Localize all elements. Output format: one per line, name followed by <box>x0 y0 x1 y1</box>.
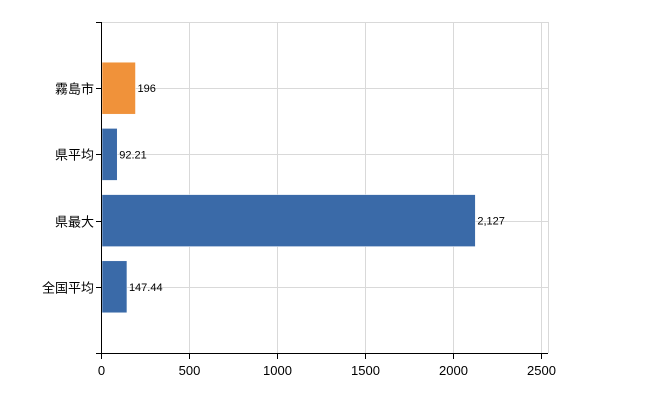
data-label-2: 2,127 <box>477 216 505 228</box>
x-tick-label-1: 500 <box>179 363 201 378</box>
axes <box>96 22 548 359</box>
bar-2 <box>101 194 476 247</box>
data-label-0: 196 <box>137 83 155 95</box>
category-label-3: 全国平均 <box>42 281 94 297</box>
x-tick-label-0: 0 <box>98 363 105 378</box>
category-label-1: 県平均 <box>55 149 94 164</box>
bar-0 <box>101 61 136 115</box>
category-label-2: 県最大 <box>55 216 94 231</box>
bar-1 <box>101 128 118 181</box>
data-label-3: 147.44 <box>129 282 163 294</box>
x-tick-label-2: 1000 <box>263 363 292 378</box>
category-label-0: 霧島市 <box>55 82 94 98</box>
grid-lines <box>101 22 549 353</box>
data-label-1: 92.21 <box>119 149 147 161</box>
x-tick-label-4: 2000 <box>439 363 468 378</box>
x-tick-label-3: 1500 <box>351 363 380 378</box>
bars <box>101 61 476 314</box>
bar-3 <box>101 260 128 314</box>
x-tick-label-5: 2500 <box>527 363 556 378</box>
